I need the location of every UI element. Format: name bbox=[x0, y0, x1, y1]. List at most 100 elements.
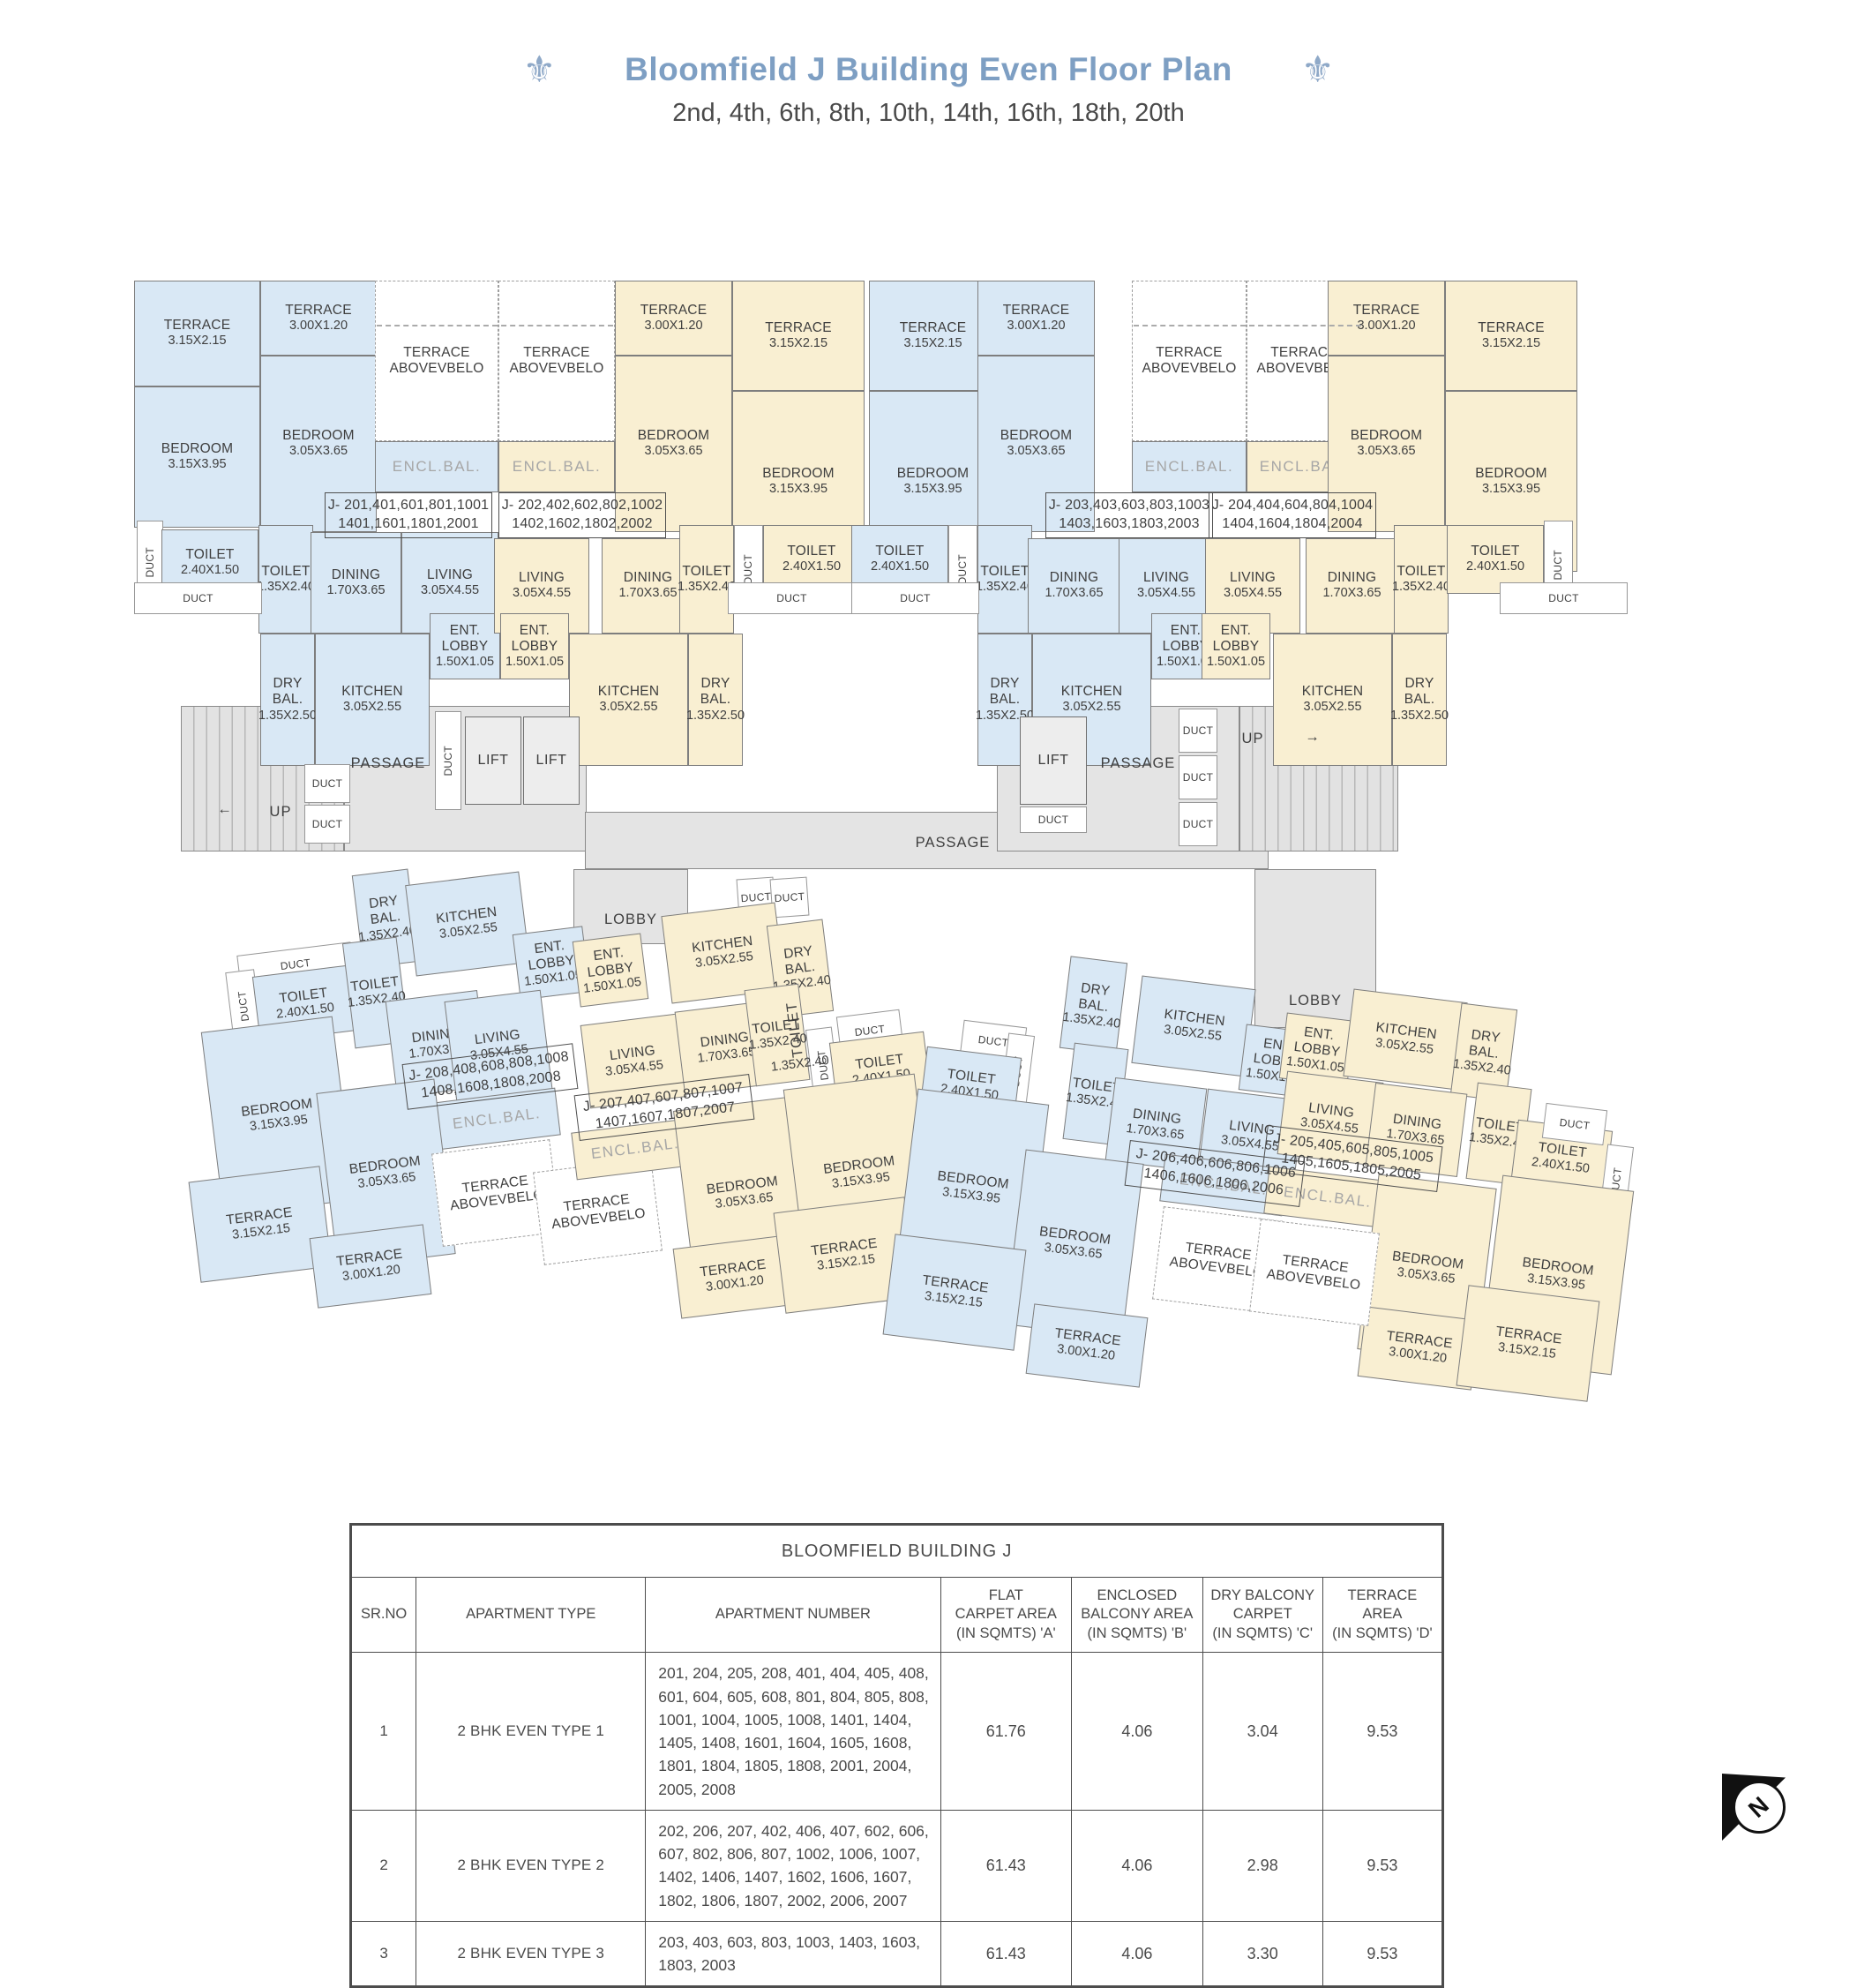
room-terrace: TERRACE 3.00X1.20 bbox=[977, 281, 1095, 356]
room-duct: DUCT bbox=[435, 711, 461, 810]
room-dimensions: 3.05X4.55 bbox=[512, 586, 572, 601]
cell-flat-carpet: 61.76 bbox=[940, 1652, 1073, 1811]
room-duct: DUCT bbox=[1179, 802, 1217, 846]
room-label: DUCT bbox=[236, 990, 252, 1022]
room-dimensions: 1.50X1.05 bbox=[1206, 655, 1266, 670]
room-label: TERRACE ABOVEVBELO bbox=[1168, 1240, 1265, 1281]
room-kitchen: KITCHEN 3.05X2.55 bbox=[315, 634, 430, 766]
room-duct: DUCT bbox=[304, 805, 350, 844]
room-label: TOILET bbox=[875, 544, 925, 559]
cell-apartment-type: 2 BHK EVEN TYPE 1 bbox=[416, 1652, 647, 1811]
room-label: TERRACE ABOVEVBELO bbox=[449, 1173, 545, 1214]
room-terrace: TERRACE 3.15X2.15 bbox=[732, 281, 865, 391]
room-dimensions: 3.15X3.95 bbox=[903, 481, 962, 496]
room-dimensions: 3.05X3.65 bbox=[644, 444, 703, 459]
room-dimensions: 3.00X1.20 bbox=[644, 318, 703, 333]
room-passage: PASSAGE bbox=[335, 748, 441, 780]
room-j-202-402-602-802-1002: J- 202,402,602,802,1002 1402,1602,1802,2… bbox=[498, 492, 666, 538]
room-dimensions: 1.70X3.65 bbox=[326, 582, 386, 597]
room-dimensions: 3.05X3.65 bbox=[1357, 444, 1416, 459]
room-dining: DINING 1.70X3.65 bbox=[1306, 538, 1398, 634]
room-label: DUCT bbox=[311, 817, 343, 830]
room-label: UP bbox=[1241, 731, 1264, 747]
room-label: ENCL.BAL. bbox=[392, 457, 482, 475]
page-header: ⚜ Bloomfield J Building Even Floor Plan … bbox=[0, 51, 1857, 88]
room-label: PASSAGE bbox=[915, 835, 991, 851]
room-terrace: TERRACE 3.15X2.15 bbox=[1456, 1285, 1600, 1402]
room-dimensions: 3.15X3.95 bbox=[768, 481, 828, 496]
room-label: UP bbox=[269, 804, 292, 821]
room-dimensions: 1.35X2.50 bbox=[258, 708, 318, 723]
room-label: LIFT bbox=[477, 752, 509, 768]
room-toilet: TOILET 1.35X2.40 bbox=[1391, 525, 1451, 634]
room-label: J- 201,401,601,801,1001 1401,1601,1801,2… bbox=[327, 498, 490, 531]
room-label: TOILET bbox=[1396, 563, 1446, 579]
room-dimensions: 1.70X3.65 bbox=[618, 586, 678, 601]
plan-area bbox=[377, 325, 613, 326]
col-flat-carpet-area: FLAT CARPET AREA (IN SQMTS) 'A' bbox=[940, 1576, 1073, 1654]
room-dimensions: 3.15X3.95 bbox=[1481, 481, 1541, 496]
table-header-row: SR.NO APARTMENT TYPE APARTMENT NUMBER FL… bbox=[349, 1576, 1444, 1654]
cell-srno: 1 bbox=[349, 1652, 417, 1811]
room-dimensions: 3.15X3.95 bbox=[168, 457, 227, 472]
room-label: DUCT bbox=[776, 591, 807, 604]
room-label: DINING bbox=[1049, 570, 1099, 586]
room-label: DRY BAL. bbox=[272, 676, 303, 708]
room-label: ENCL.BAL. bbox=[512, 457, 602, 475]
room-label: DUCT bbox=[183, 591, 213, 604]
room-label: TERRACE bbox=[163, 318, 231, 334]
room-label: DUCT bbox=[1182, 817, 1214, 830]
room-kitchen: KITCHEN 3.05X2.55 bbox=[1273, 634, 1392, 766]
room-label: BEDROOM bbox=[1475, 465, 1547, 481]
col-dry-balcony-carpet: DRY BALCONY CARPET (IN SQMTS) 'C' bbox=[1202, 1576, 1323, 1654]
room-label: LIFT bbox=[1037, 752, 1069, 768]
cell-terrace-area: 9.53 bbox=[1322, 1652, 1444, 1811]
room-label: DUCT bbox=[956, 553, 970, 585]
room-dimensions: 3.05X2.55 bbox=[599, 700, 658, 715]
plan-area: → bbox=[1277, 722, 1348, 754]
room-terrace: TERRACE ABOVEVBELO bbox=[1132, 281, 1247, 441]
room-label: DINING bbox=[1327, 570, 1377, 586]
room-label: → bbox=[1305, 729, 1321, 746]
room-label: LIVING bbox=[518, 570, 565, 586]
room-dimensions: 1.35X2.40 bbox=[256, 579, 316, 594]
room-label: J- 203,403,603,803,1003 1403,1603,1803,2… bbox=[1048, 498, 1210, 531]
room-terrace: TERRACE 3.00X1.20 bbox=[309, 1224, 432, 1309]
room-dimensions: 1.35X2.40 bbox=[1391, 579, 1451, 594]
floors-subtitle: 2nd, 4th, 6th, 8th, 10th, 14th, 16th, 18… bbox=[672, 99, 1185, 127]
cell-flat-carpet: 61.43 bbox=[940, 1920, 1073, 1988]
cell-enclosed-balcony: 4.06 bbox=[1071, 1652, 1203, 1811]
room-dimensions: 3.05X2.55 bbox=[1303, 700, 1362, 715]
room-dimensions: 2.40X1.50 bbox=[870, 559, 930, 574]
room-dining: DINING 1.70X3.65 bbox=[1028, 538, 1120, 634]
room-label: BEDROOM bbox=[637, 428, 710, 444]
room-dimensions: 3.05X2.55 bbox=[342, 700, 402, 715]
col-apartment-number: APARTMENT NUMBER bbox=[645, 1576, 941, 1654]
room-label: TOILET bbox=[1471, 544, 1520, 559]
room-ent: ENT. LOBBY 1.50X1.05 bbox=[500, 613, 569, 679]
cell-srno: 2 bbox=[349, 1809, 417, 1922]
table-title: BLOOMFIELD BUILDING J bbox=[350, 1524, 1443, 1578]
room-label: TERRACE ABOVEVBELO bbox=[1142, 344, 1237, 376]
room-label: DUCT bbox=[774, 889, 805, 905]
room-dimensions: 1.50X1.05 bbox=[505, 655, 565, 670]
room-dimensions: 1.70X3.65 bbox=[1322, 586, 1382, 601]
room-j-203-403-603-803-1003: J- 203,403,603,803,1003 1403,1603,1803,2… bbox=[1045, 492, 1213, 538]
room-label: TERRACE ABOVEVBELO bbox=[1256, 344, 1352, 376]
room-terrace: TERRACE 3.15X2.15 bbox=[1445, 281, 1577, 391]
room-label: DRY BAL. bbox=[1404, 676, 1435, 708]
room-dimensions: 3.05X2.55 bbox=[1062, 700, 1121, 715]
room-label: ENT. LOBBY bbox=[1162, 622, 1209, 654]
room-dimensions: 3.15X2.15 bbox=[768, 335, 828, 350]
room-label: DUCT bbox=[900, 591, 931, 604]
area-table: BLOOMFIELD BUILDING J SR.NO APARTMENT TY… bbox=[349, 1523, 1444, 1988]
compass-north-label: N bbox=[1743, 1790, 1774, 1823]
room-dry-bal: DRY BAL. 1.35X2.50 bbox=[258, 634, 318, 766]
room-ent: ENT. LOBBY 1.50X1.05 bbox=[430, 613, 500, 679]
room-label: DUCT bbox=[143, 547, 156, 578]
room-label: BEDROOM bbox=[1350, 428, 1423, 444]
room-dining: DINING 1.70X3.65 bbox=[311, 532, 401, 634]
room-lift: LIFT bbox=[465, 716, 521, 805]
room-label: TERRACE bbox=[1352, 302, 1420, 318]
